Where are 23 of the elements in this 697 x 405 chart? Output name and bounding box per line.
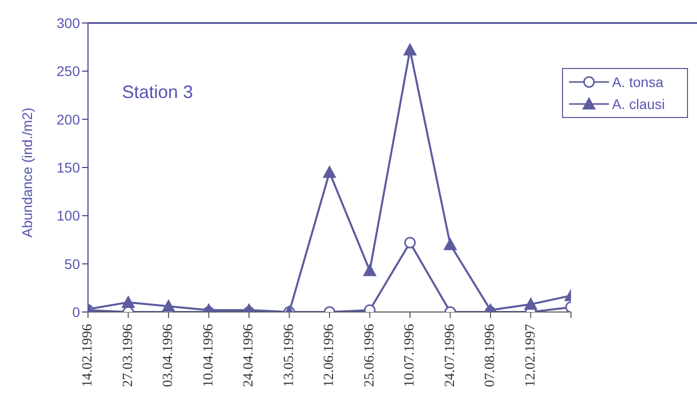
annotation: Station 3 <box>122 82 194 102</box>
x-tick-label: 03.04.1996 <box>161 324 176 387</box>
y-tick-label: 50 <box>64 256 80 272</box>
x-tick-label: 24.04.1996 <box>242 324 256 387</box>
x-tick-label: 10.07.1996 <box>402 324 418 387</box>
y-tick-label: 200 <box>56 111 80 128</box>
y-tick-label: 250 <box>56 63 80 80</box>
x-tick-label: 14.02.1996 <box>80 324 96 387</box>
x-tick-label: 10.04.1996 <box>201 324 216 387</box>
y-tick-label: 100 <box>56 208 80 224</box>
y-axis-title: Abundance (ind./m2) <box>18 108 35 238</box>
x-tick-label: 25.06.1996 <box>362 324 378 387</box>
x-tick-label: 07.08.1996 <box>483 324 498 387</box>
x-tick-label: 27.03.1996 <box>120 324 136 387</box>
legend-label: A. tonsa <box>612 73 664 92</box>
y-tick-label: 150 <box>56 159 80 176</box>
legend-label: A. clausi <box>612 95 665 114</box>
y-tick-label: 300 <box>56 14 80 31</box>
x-tick-label: 13.05.1996 <box>282 324 297 387</box>
y-tick-label: 0 <box>72 304 80 320</box>
x-tick-label: 12.02.1997 <box>523 324 538 387</box>
x-tick-label: 12.06.1996 <box>322 324 337 387</box>
x-tick-label: 24.07.1996 <box>442 324 458 387</box>
